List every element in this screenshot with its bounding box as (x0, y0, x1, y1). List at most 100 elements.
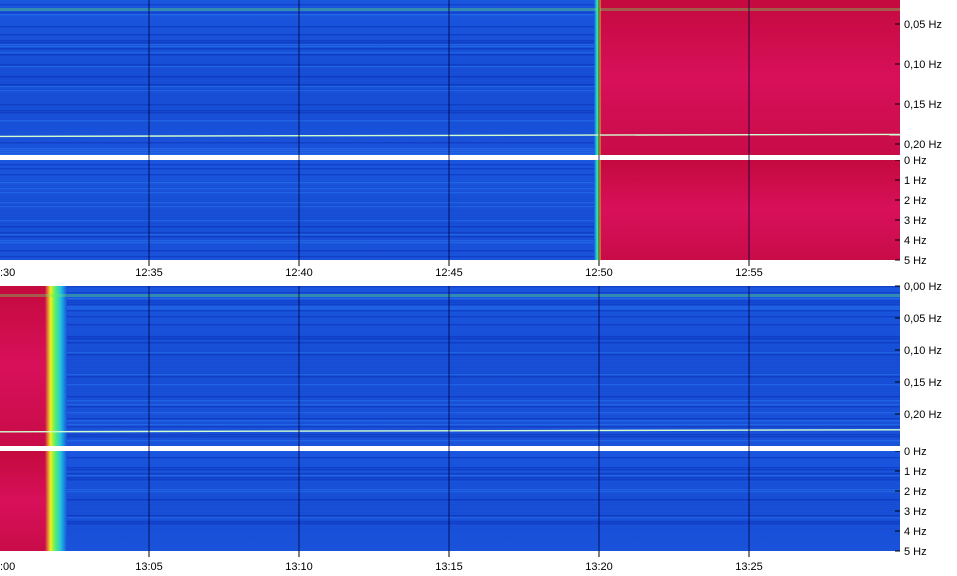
heatmap-streak (0, 424, 900, 426)
trace-line (0, 429, 901, 433)
heatmap-streak (0, 340, 900, 342)
x-tick-label: 12:40 (285, 267, 313, 279)
heatmap-streak (0, 477, 900, 479)
heatmap-streak (0, 220, 900, 222)
heatmap-streak (0, 68, 900, 70)
heatmap-streak (0, 90, 900, 92)
x-tick-label: 12:45 (435, 267, 463, 279)
heatmap-streak (0, 238, 900, 240)
y-tick-label: 0,15 Hz (904, 377, 942, 389)
heatmap-streak (0, 412, 900, 414)
heatmap-streak (0, 386, 900, 388)
heatmap-streak (0, 12, 900, 14)
heatmap-streak (0, 8, 900, 10)
heatmap-streak (0, 286, 900, 288)
heatmap-streak (0, 324, 900, 326)
heatmap-streak (0, 204, 900, 206)
heatmap-streak (0, 535, 900, 537)
heatmap-streak (0, 168, 900, 170)
heatmap-streak (0, 549, 900, 551)
heatmap-streak (0, 30, 900, 32)
heatmap-streak (0, 248, 900, 250)
heatmap-streak (0, 485, 900, 487)
heatmap-streak (0, 304, 900, 306)
x-tick-label: :00 (0, 561, 15, 573)
heatmap-streak (0, 326, 900, 328)
high-band-heatmap: 0 Hz 1 Hz 2 Hz 3 Hz 4 Hz 5 Hz (0, 155, 927, 267)
heatmap-streak (0, 76, 900, 78)
heatmap-streak (0, 140, 900, 142)
heatmap-streak (0, 138, 900, 140)
y-tick-label: 0,05 Hz (904, 19, 942, 31)
heatmap-streak (0, 352, 900, 354)
heatmap-streak (0, 38, 900, 40)
heatmap-streak (0, 92, 900, 94)
heatmap-streak (0, 206, 900, 208)
heatmap-streak (0, 36, 900, 38)
heatmap-streak (0, 86, 900, 88)
heatmap-streak (0, 148, 900, 150)
y-tick-label: 0,20 Hz (904, 139, 942, 151)
spectrogram-panel-1: 0,05 Hz 0,10 Hz 0,15 Hz 0,20 Hz 0 Hz 1 Hz 2 Hz… (0, 0, 942, 279)
y-tick-label: 4 Hz (904, 526, 927, 538)
heatmap-streak (0, 144, 900, 146)
heatmap-streak (0, 128, 900, 130)
heatmap-streak (0, 232, 900, 234)
heatmap-streak (0, 442, 900, 444)
heatmap-streak (0, 491, 900, 493)
hot-region-edge (45, 286, 67, 446)
x-tick-label: 13:25 (735, 561, 763, 573)
heatmap-streak (0, 52, 900, 54)
spectrogram-panel-2: 0,00 Hz 0,05 Hz 0,10 Hz 0,15 Hz 0,20 Hz 0 Hz 1… (0, 281, 942, 573)
heatmap-streak (0, 360, 900, 362)
heatmap-streak (0, 418, 900, 420)
heatmap-streak (0, 230, 900, 232)
heatmap-streak (0, 489, 900, 491)
high-band-heatmap: 0 Hz 1 Hz 2 Hz 3 Hz 4 Hz 5 Hz (0, 446, 927, 558)
low-freq-streak (0, 8, 900, 11)
heatmap-streak (0, 10, 900, 12)
heatmap-streak (0, 312, 900, 314)
heatmap-streak (0, 214, 900, 216)
heatmap-streak (0, 432, 900, 434)
heatmap-streak (0, 438, 900, 440)
heatmap-streak (0, 72, 900, 74)
heatmap-streak (0, 398, 900, 400)
heatmap-streak (0, 24, 900, 26)
heatmap-streak (0, 2, 900, 4)
heatmap-streak (0, 244, 900, 246)
y-tick-label: 1 Hz (904, 175, 927, 187)
heatmap-streak (0, 136, 900, 138)
y-tick-label: 0,10 Hz (904, 59, 942, 71)
heatmap-streak (0, 74, 900, 76)
heatmap-streak (0, 529, 900, 531)
heatmap-streak (0, 150, 900, 152)
x-tick-label: 13:20 (585, 561, 613, 573)
heatmap-streak (0, 46, 900, 48)
heatmap-streak (0, 96, 900, 98)
heatmap-streak (0, 332, 900, 334)
heatmap-streak (0, 471, 900, 473)
heatmap-streak (0, 408, 900, 410)
heatmap-streak (0, 388, 900, 390)
heatmap-streak (0, 547, 900, 549)
heatmap-streak (0, 4, 900, 6)
y-tick-label: 0,05 Hz (904, 313, 942, 325)
heatmap-streak (0, 88, 900, 90)
heatmap-streak (0, 483, 900, 485)
heatmap-streak (0, 394, 900, 396)
hot-region (600, 0, 900, 155)
heatmap-streak (0, 402, 900, 404)
y-tick-label: 2 Hz (904, 486, 927, 498)
heatmap-streak (0, 80, 900, 82)
heatmap-streak (0, 62, 900, 64)
heatmap-streak (0, 228, 900, 230)
heatmap-streak (0, 316, 900, 318)
heatmap-streak (0, 404, 900, 406)
heatmap-streak (0, 465, 900, 467)
heatmap-streak (0, 344, 900, 346)
hot-region-edge (594, 160, 601, 260)
heatmap-streak (0, 467, 900, 469)
heatmap-streak (0, 463, 900, 465)
heatmap-streak (0, 495, 900, 497)
